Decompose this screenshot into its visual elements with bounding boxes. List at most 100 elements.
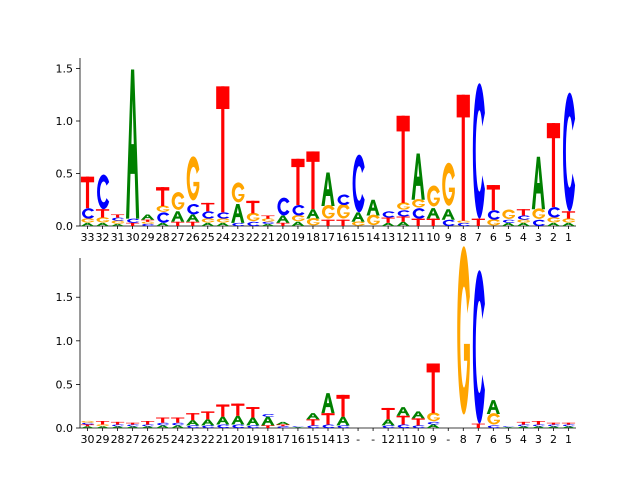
logo-column xyxy=(231,182,245,227)
letter-A xyxy=(411,411,425,419)
logo-column xyxy=(456,94,470,227)
x-tick-label: 21 xyxy=(216,433,230,446)
logo-column xyxy=(486,185,500,226)
y-tick-label: 0.0 xyxy=(56,422,74,435)
letter-A xyxy=(125,69,140,219)
letter-A xyxy=(141,214,155,220)
logo-column xyxy=(141,421,155,428)
letter-T xyxy=(216,86,230,213)
logo-column xyxy=(381,211,395,226)
x-tick-label: 5 xyxy=(505,231,512,244)
x-tick-label: 4 xyxy=(520,231,527,244)
x-tick-label: 33 xyxy=(81,231,95,244)
letter-G xyxy=(291,214,305,222)
logo-column xyxy=(441,162,455,226)
x-tick-label: 24 xyxy=(216,231,230,244)
letter-T xyxy=(246,407,260,418)
letter-C xyxy=(97,174,110,210)
letter-T xyxy=(336,219,350,226)
letter-C xyxy=(217,212,230,219)
letter-G xyxy=(502,209,515,219)
logo-column xyxy=(471,270,485,428)
letter-C xyxy=(217,424,230,428)
letter-A xyxy=(125,426,140,428)
letter-C xyxy=(127,424,140,427)
letter-C xyxy=(202,425,215,429)
x-tick-label: 24 xyxy=(171,433,185,446)
letter-G xyxy=(487,219,500,226)
letter-A xyxy=(171,425,185,428)
x-tick-label: 29 xyxy=(96,433,110,446)
logo-column xyxy=(321,393,335,428)
logo-column xyxy=(516,421,531,428)
letter-C xyxy=(277,426,290,428)
x-tick-label: 7 xyxy=(475,231,482,244)
letter-T xyxy=(396,216,410,222)
letter-G xyxy=(532,208,546,219)
x-tick-label: 3 xyxy=(535,231,542,244)
logo-column xyxy=(80,420,95,428)
letter-A xyxy=(95,222,110,226)
letter-T xyxy=(291,158,305,205)
x-tick-label: 22 xyxy=(201,433,215,446)
logo-panel-top: 0.00.51.01.533 32 31 30 29 28 27 26 25 24 23 22 21 20… xyxy=(56,58,576,244)
x-tick-label: 11 xyxy=(411,231,425,244)
letter-C xyxy=(127,218,140,223)
letter-A xyxy=(261,223,275,226)
letter-T xyxy=(381,407,395,420)
logo-column xyxy=(156,187,170,226)
letter-C xyxy=(427,421,440,425)
logo-column xyxy=(396,115,410,226)
letter-C xyxy=(142,424,155,427)
logo-column xyxy=(561,422,576,428)
y-tick-label: 1.5 xyxy=(56,291,74,304)
letter-C xyxy=(412,425,425,429)
letter-T xyxy=(95,421,110,425)
letter-C xyxy=(172,422,185,426)
letter-A xyxy=(396,221,410,226)
letter-C xyxy=(187,425,200,429)
letter-T xyxy=(125,422,140,425)
logo-column xyxy=(321,172,335,226)
letter-C xyxy=(82,422,95,425)
letter-A xyxy=(516,222,531,226)
letter-T xyxy=(80,424,95,427)
logo-column xyxy=(501,426,515,428)
letter-T xyxy=(471,423,485,428)
letter-A xyxy=(411,153,425,200)
x-tick-label: 11 xyxy=(396,433,410,446)
letter-A xyxy=(291,221,305,226)
letter-C xyxy=(292,426,305,428)
letter-C xyxy=(563,92,576,212)
letter-G xyxy=(412,199,425,208)
letter-C xyxy=(337,425,350,429)
letter-A xyxy=(186,420,200,426)
y-tick-label: 0.5 xyxy=(56,378,74,391)
letter-G xyxy=(171,192,185,210)
letter-C xyxy=(442,219,455,226)
logo-column xyxy=(501,209,515,226)
x-tick-label: 8 xyxy=(460,231,467,244)
letter-G xyxy=(487,413,500,425)
letter-A xyxy=(80,222,95,226)
logo-column xyxy=(171,417,185,428)
logo-column xyxy=(261,414,275,428)
letter-T xyxy=(110,421,125,425)
letter-A xyxy=(546,426,561,428)
letter-A xyxy=(201,222,215,226)
x-tick-label: 3 xyxy=(535,433,542,446)
logo-column xyxy=(426,185,440,226)
x-tick-label: 1 xyxy=(565,231,572,244)
letter-T xyxy=(216,404,230,417)
letter-A xyxy=(186,214,200,222)
letter-T xyxy=(516,209,531,216)
x-tick-label: 19 xyxy=(246,433,260,446)
letter-T xyxy=(426,363,440,414)
letter-T xyxy=(110,214,125,218)
logo-column xyxy=(276,421,290,428)
logo-column xyxy=(306,151,320,226)
logo-column xyxy=(186,156,200,226)
x-tick-label: 26 xyxy=(141,433,155,446)
